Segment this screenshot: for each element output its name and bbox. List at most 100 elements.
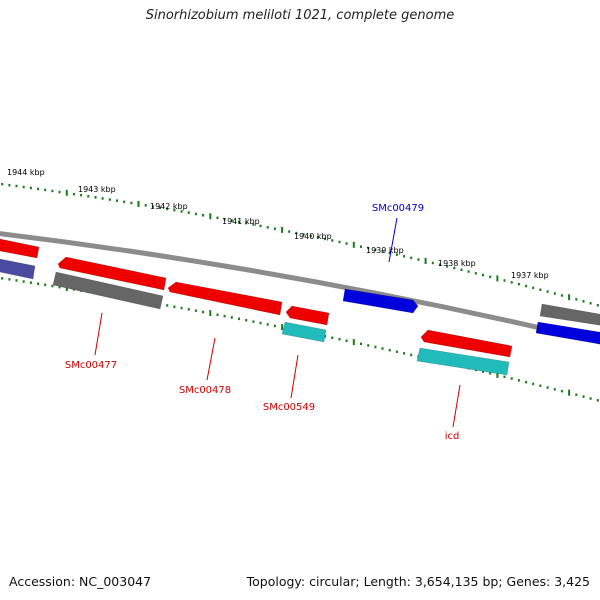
minor-tick — [331, 336, 334, 339]
minor-tick — [15, 279, 18, 282]
minor-tick — [510, 377, 513, 380]
minor-tick — [15, 184, 18, 188]
major-tick — [568, 294, 571, 301]
major-tick — [568, 389, 571, 396]
minor-tick — [259, 224, 262, 228]
minor-tick — [123, 200, 126, 204]
minor-tick — [503, 375, 506, 379]
gene-arrow[interactable] — [0, 238, 40, 259]
gene-block[interactable] — [52, 271, 164, 310]
minor-tick — [482, 370, 484, 373]
minor-tick — [316, 236, 319, 239]
minor-tick — [338, 240, 341, 244]
minor-tick — [245, 319, 248, 322]
tick-label: 1944 kbp — [7, 168, 45, 177]
minor-tick — [159, 206, 162, 209]
minor-tick — [596, 304, 599, 307]
label-connectors — [94, 217, 461, 428]
minor-tick — [553, 388, 556, 391]
minor-tick — [194, 309, 197, 312]
minor-tick — [575, 393, 578, 396]
minor-tick — [29, 186, 32, 190]
gene-arrow-smc00478[interactable] — [167, 281, 283, 316]
gene-label-icd[interactable]: icd — [445, 431, 460, 442]
minor-tick — [403, 352, 406, 355]
minor-tick — [546, 386, 549, 389]
minor-tick — [589, 397, 592, 400]
minor-tick — [575, 298, 578, 301]
minor-tick — [395, 253, 398, 256]
minor-tick — [374, 345, 377, 349]
minor-tick — [230, 219, 233, 222]
minor-tick — [582, 300, 585, 303]
tick-label: 1943 kbp — [78, 185, 116, 194]
minor-tick — [582, 395, 585, 398]
major-tick — [352, 241, 355, 248]
gene-label-smc00477[interactable]: SMc00477 — [65, 360, 117, 371]
minor-tick — [360, 342, 362, 346]
minor-tick — [94, 196, 97, 199]
minor-tick — [517, 379, 520, 382]
major-tick — [281, 324, 284, 331]
minor-tick — [252, 320, 255, 323]
minor-tick — [324, 237, 327, 241]
minor-tick — [223, 314, 226, 318]
forward-strand-genes — [0, 238, 600, 358]
minor-tick — [51, 284, 54, 288]
minor-tick — [273, 227, 276, 230]
minor-tick — [180, 210, 183, 213]
minor-tick — [187, 308, 190, 311]
label-connector — [388, 217, 398, 263]
minor-tick — [309, 234, 312, 238]
genome-backbone — [0, 231, 600, 345]
minor-tick — [266, 226, 269, 229]
minor-tick — [510, 281, 513, 284]
minor-tick — [51, 189, 54, 193]
minor-tick — [166, 207, 169, 211]
minor-tick — [8, 278, 11, 281]
tick-labels: 1944 kbp 1943 kbp 1942 kbp 1941 kbp 1940 kbp… — [7, 168, 549, 280]
minor-tick — [238, 317, 240, 321]
label-connector — [94, 312, 103, 356]
minor-tick — [202, 214, 205, 217]
gene-label-smc00478[interactable]: SMc00478 — [179, 385, 231, 396]
minor-tick — [474, 272, 477, 275]
major-tick — [496, 275, 499, 282]
gene-arrow-icd[interactable] — [420, 329, 513, 358]
gene-label-smc00479[interactable]: SMc00479 — [372, 203, 424, 214]
gene-label-smc00549[interactable]: SMc00549 — [263, 402, 315, 413]
minor-tick — [80, 193, 83, 197]
label-connector — [206, 337, 216, 381]
minor-tick — [553, 292, 556, 295]
tick-label: 1937 kbp — [511, 271, 549, 280]
gene-block[interactable] — [281, 321, 327, 343]
minor-tick — [460, 268, 463, 271]
major-tick — [209, 310, 212, 317]
gene-arrow-smc00479[interactable] — [342, 288, 419, 314]
major-tick — [496, 371, 499, 378]
gene-block[interactable] — [416, 347, 510, 376]
tick-label: 1939 kbp — [366, 246, 404, 255]
gene-arrow[interactable] — [539, 303, 600, 326]
minor-tick — [410, 353, 413, 357]
gene-block[interactable] — [0, 258, 36, 280]
minor-tick — [144, 204, 147, 207]
gene-arrow-smc00477[interactable] — [57, 256, 167, 291]
minor-tick — [202, 310, 205, 314]
gene-arrow-smc00549[interactable] — [285, 305, 330, 326]
tick-label: 1940 kbp — [294, 232, 332, 241]
minor-tick — [245, 221, 248, 225]
minor-tick — [489, 372, 492, 375]
minor-tick — [230, 316, 233, 319]
minor-tick — [482, 273, 484, 277]
minor-tick — [453, 266, 456, 270]
minor-tick — [37, 187, 40, 191]
major-tick — [352, 339, 355, 346]
major-tick — [209, 213, 212, 220]
gene-arrow[interactable] — [535, 321, 600, 345]
minor-tick — [381, 250, 384, 253]
minor-tick — [467, 270, 470, 273]
outer-tick-track — [1, 182, 599, 307]
minor-tick — [238, 220, 240, 224]
